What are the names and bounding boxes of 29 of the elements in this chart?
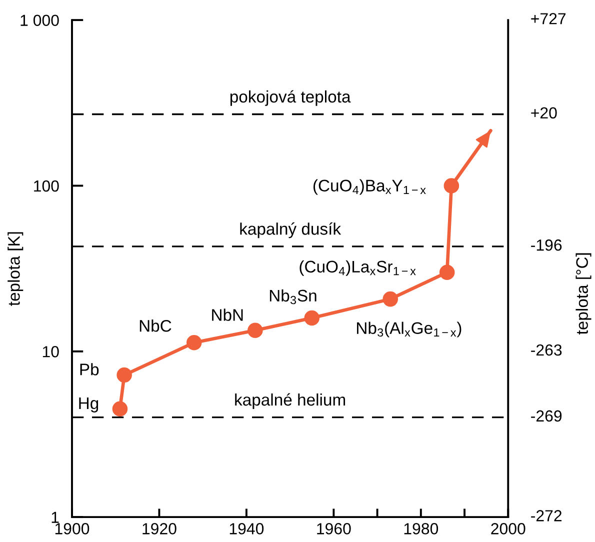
text: -263 [531,344,562,356]
annotation: Pb [80,363,99,376]
x-tick-label: 1920 [142,523,176,534]
annotation: Hg [79,398,98,412]
y2-axis-title: teplota [°C] [576,253,592,334]
annotation: +20 [531,107,557,119]
ref-line-label: kapalný dusík [240,222,342,238]
x-tick-label: 1900 [55,523,90,534]
annotation: -196 [531,239,562,251]
y-axis-title: teplota [K] [8,232,24,306]
annotation: (CuO$_{4}$)Ba$_{x}$Y$_{1−x}$ [313,179,426,195]
text: +727 [531,13,566,24]
y-tick-label: 10 [42,346,59,358]
y-tick-label: 100 [34,180,59,192]
y-tick-label: 1 [52,512,59,523]
x-tick-label: 1940 [230,523,264,534]
x-tick-label: 2000 [491,523,526,534]
text: -272 [531,510,562,522]
annotation: Nb$_{3}$Sn [270,289,316,304]
annotation: NbN [212,308,243,321]
x-tick-label: 1960 [317,523,351,534]
y-tick-label: 1 000 [20,14,59,26]
ref-line-label: pokojová teplota [230,90,351,106]
ref-line-label: kapalné helium [235,393,346,409]
annotation: -269 [531,410,562,422]
x-tick-label: 1980 [404,523,438,534]
annotation: (CuO$_{4}$)La$_{x}$Sr$_{1−x}$ [300,260,416,276]
annotation: NbC [140,320,172,332]
annotation: Nb$_{3}$(Al$_{x}$Ge$_{1−x}$) [357,322,462,338]
